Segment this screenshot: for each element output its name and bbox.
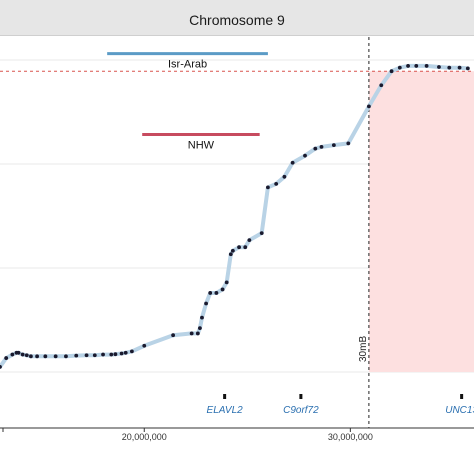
data-point <box>437 65 441 69</box>
data-point <box>247 238 252 243</box>
data-point <box>43 354 48 359</box>
chart-title-bar: Chromosome 9 <box>0 0 474 36</box>
data-point <box>204 301 208 306</box>
data-point <box>189 331 194 336</box>
gene-label: C9orf72 <box>283 405 319 416</box>
data-point <box>220 287 225 292</box>
data-point <box>214 291 219 295</box>
data-point <box>123 350 128 355</box>
gene-marker <box>460 394 464 399</box>
data-point <box>243 245 248 250</box>
data-point <box>16 350 21 355</box>
data-point <box>331 143 336 148</box>
data-point <box>397 65 402 70</box>
segment-label: Isr-Arab <box>168 59 207 71</box>
gene-label: UNC13 <box>445 405 474 416</box>
data-point <box>346 141 351 146</box>
data-point <box>259 231 264 236</box>
data-point <box>129 349 134 354</box>
data-point <box>237 245 241 250</box>
data-point <box>274 181 279 186</box>
data-point <box>266 185 270 190</box>
data-point <box>113 352 118 357</box>
data-point <box>119 351 124 356</box>
data-point <box>389 69 394 74</box>
data-point <box>20 352 25 357</box>
data-point <box>224 280 229 285</box>
data-point <box>208 291 213 295</box>
marker-label: 30mB <box>358 336 369 362</box>
data-point <box>4 356 9 360</box>
data-point <box>379 83 384 88</box>
data-point <box>64 354 68 359</box>
data-point <box>303 153 307 158</box>
data-point <box>0 364 2 369</box>
data-point <box>109 352 114 357</box>
data-point <box>92 353 97 358</box>
data-point <box>84 353 89 358</box>
x-tick-label: 30,000,000 <box>328 432 373 442</box>
data-point <box>465 66 470 71</box>
data-point <box>313 146 318 151</box>
shaded-region <box>368 71 474 372</box>
data-point <box>35 354 39 359</box>
gene-marker <box>223 394 227 399</box>
data-point <box>74 353 79 358</box>
data-point <box>228 252 233 257</box>
data-point <box>200 315 204 320</box>
data-point <box>142 343 147 348</box>
data-point <box>319 144 324 149</box>
data-point <box>424 64 429 68</box>
gene-label: ELAVL2 <box>207 405 244 416</box>
chart-title: Chromosome 9 <box>189 12 285 28</box>
x-tick-label: 20,000,000 <box>122 432 167 442</box>
data-point <box>447 65 452 70</box>
data-point <box>101 352 105 357</box>
data-point <box>366 104 371 109</box>
data-point <box>230 248 235 253</box>
data-point <box>406 64 410 68</box>
data-point <box>195 331 200 336</box>
segment-label: NHW <box>188 140 215 152</box>
data-point <box>29 354 33 359</box>
data-point <box>24 353 29 358</box>
data-point <box>290 160 295 165</box>
gene-marker <box>299 394 303 399</box>
data-point <box>198 326 202 331</box>
data-point <box>414 64 419 68</box>
data-point <box>171 333 176 338</box>
data-point <box>282 174 287 179</box>
data-point <box>10 352 15 357</box>
series-line <box>0 63 470 369</box>
data-point <box>457 65 462 70</box>
data-point <box>53 354 58 359</box>
